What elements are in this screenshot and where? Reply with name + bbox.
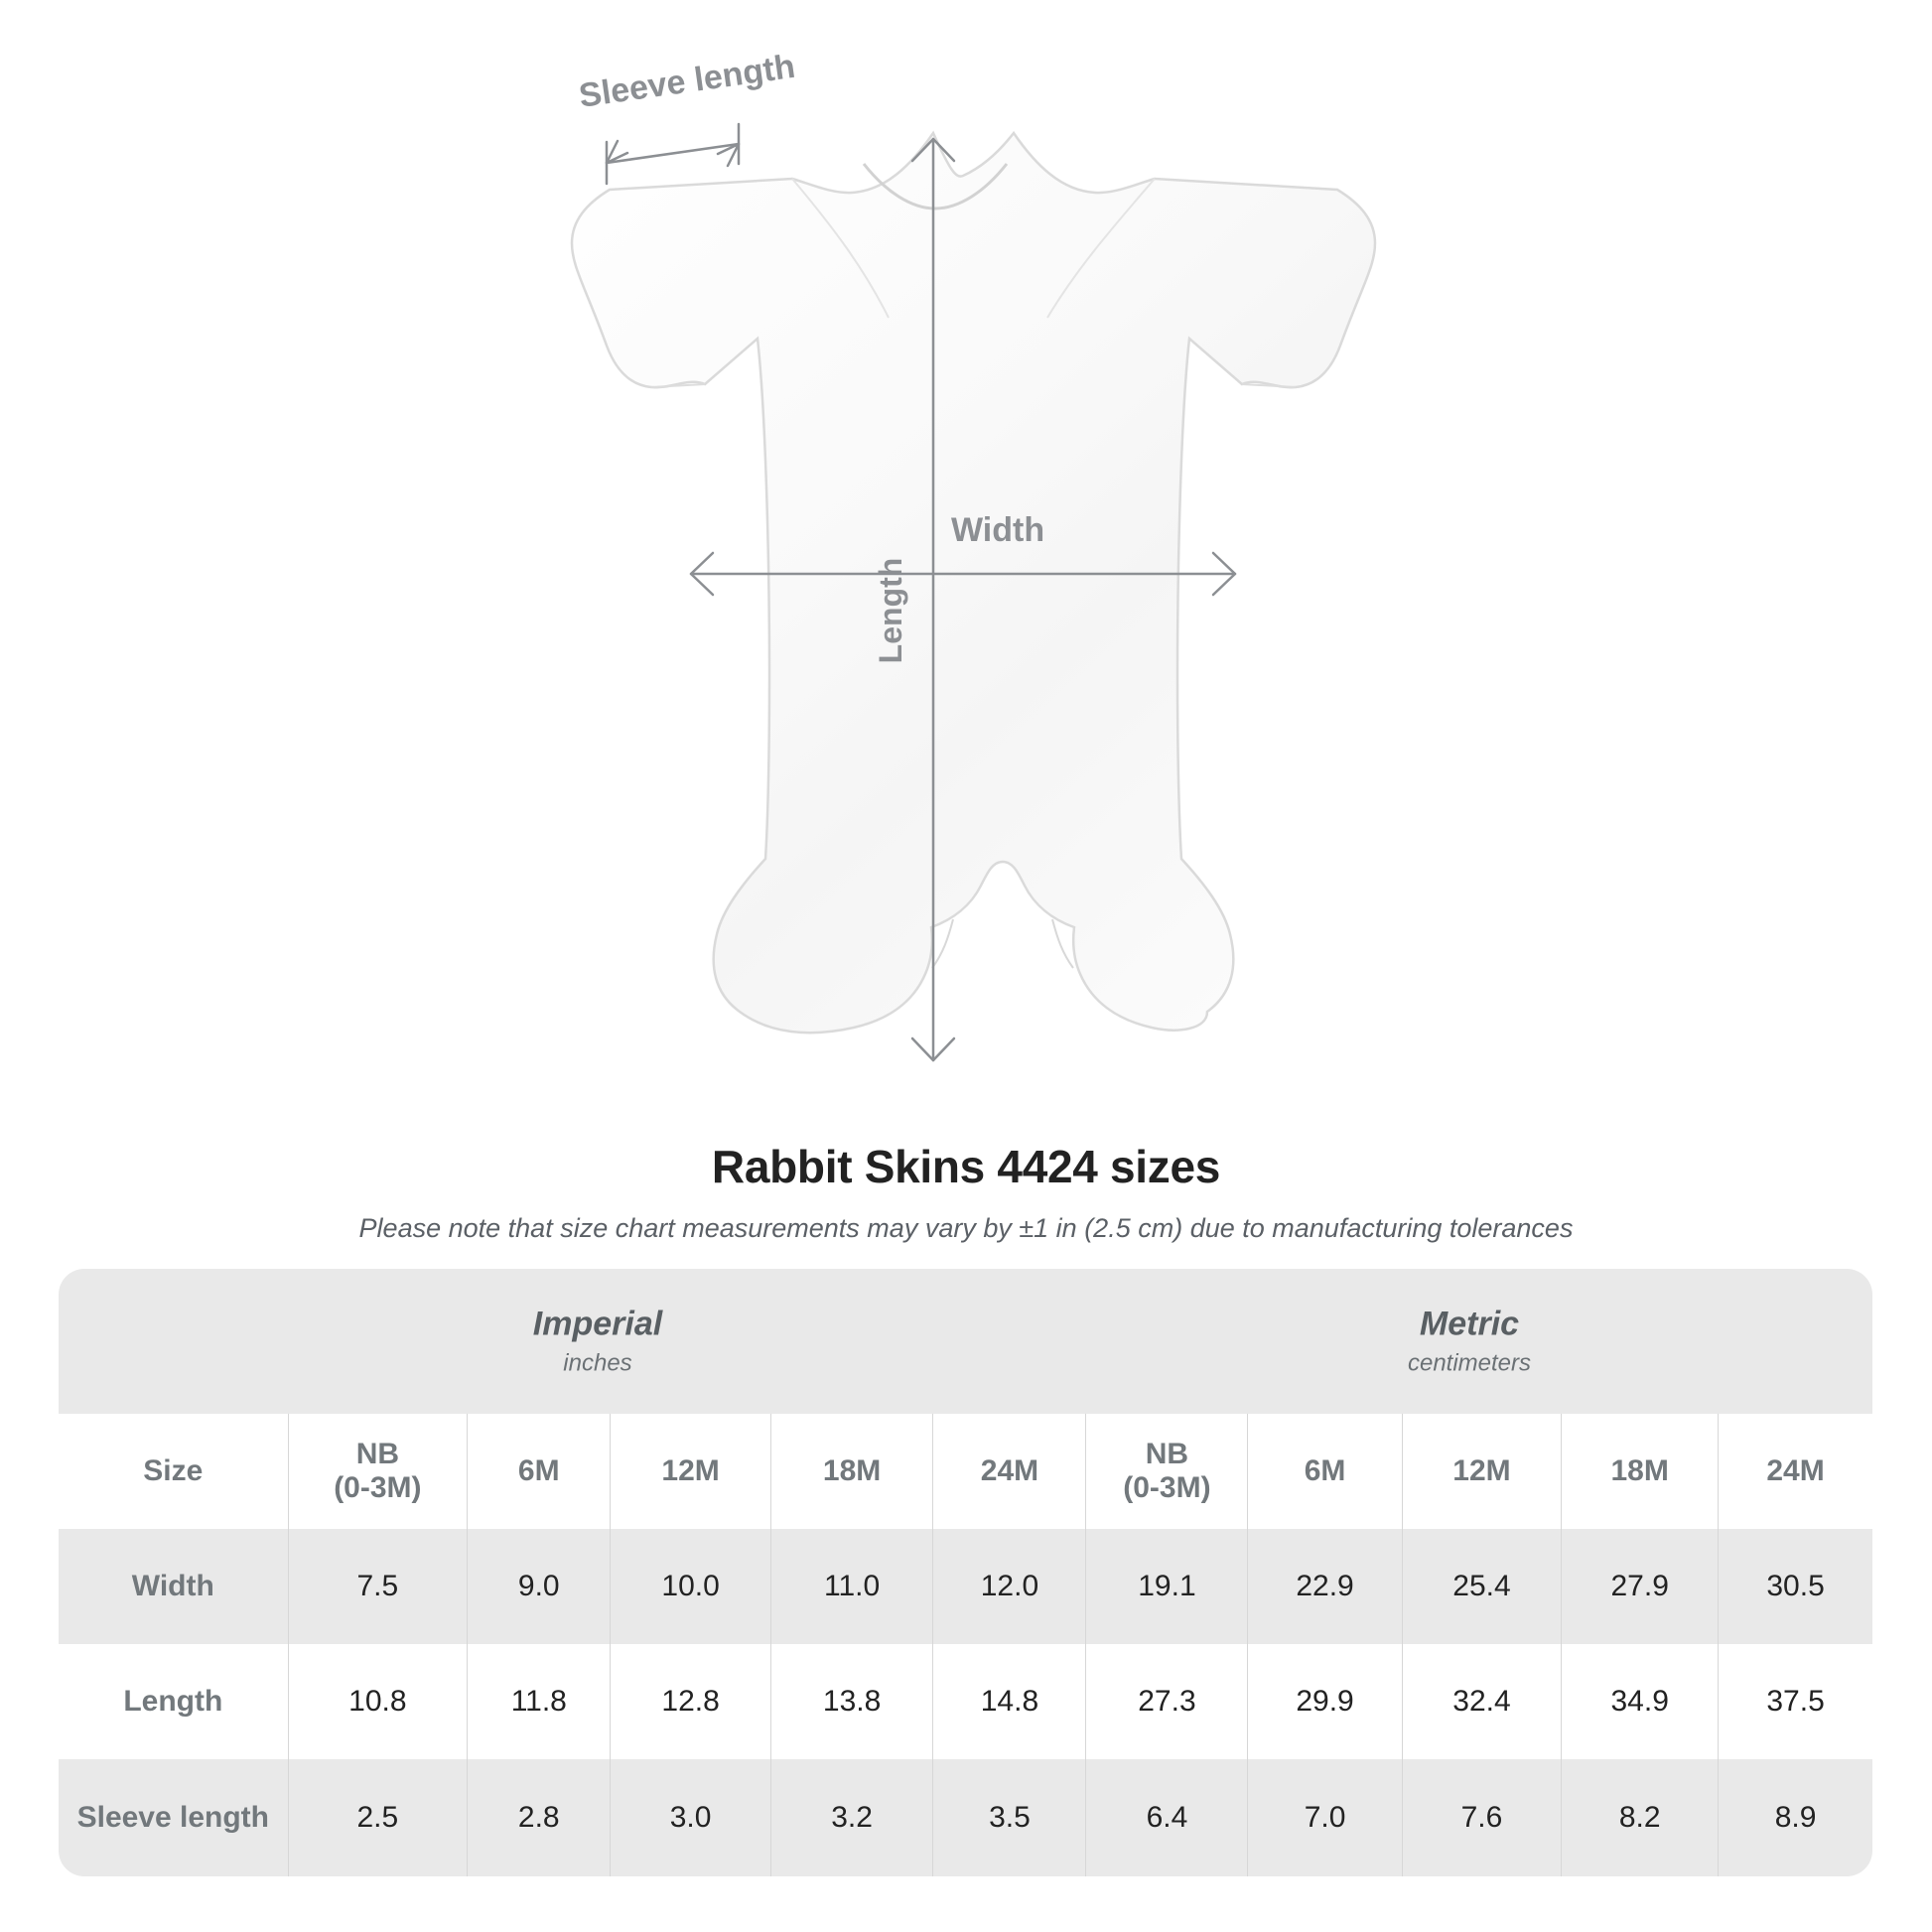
svg-text:Width: Width — [951, 511, 1044, 549]
svg-text:Sleeve length: Sleeve length — [577, 48, 797, 115]
